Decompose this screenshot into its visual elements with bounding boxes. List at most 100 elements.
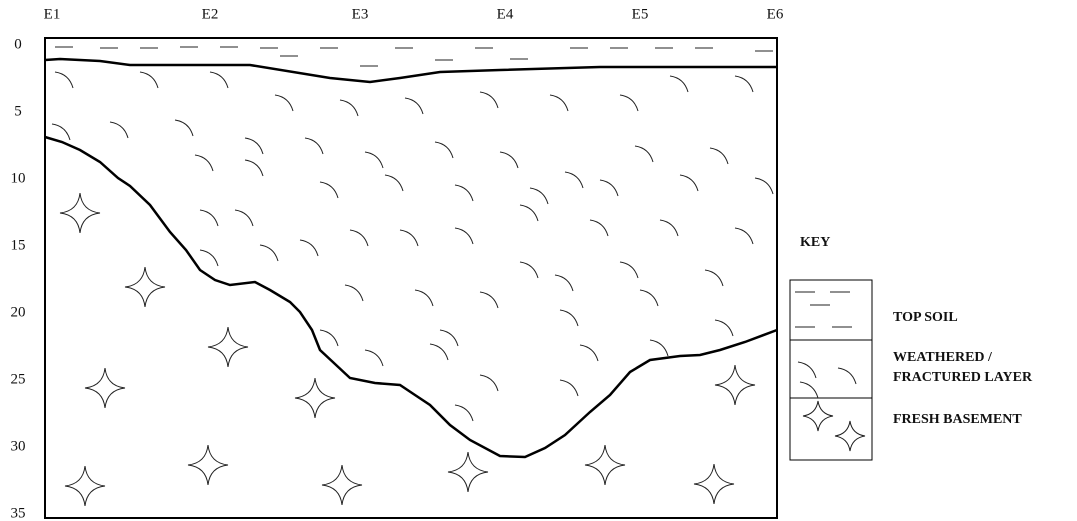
electrode-label: E6 bbox=[767, 6, 784, 22]
depth-label: 20 bbox=[11, 304, 26, 320]
basement-mark bbox=[85, 368, 125, 408]
weathered-mark bbox=[430, 344, 448, 360]
key-box bbox=[790, 280, 872, 460]
basement-mark bbox=[60, 193, 100, 233]
weathered-mark bbox=[590, 220, 608, 236]
weathered-mark bbox=[600, 180, 618, 196]
weathered-mark bbox=[735, 228, 753, 244]
weathered-mark bbox=[555, 275, 573, 291]
weathered-mark bbox=[620, 95, 638, 111]
weathered-mark bbox=[480, 92, 498, 108]
electrode-label: E5 bbox=[632, 6, 649, 22]
weathered-mark bbox=[365, 350, 383, 366]
weathered-mark bbox=[650, 340, 668, 356]
weathered-mark bbox=[385, 175, 403, 191]
depth-label: 15 bbox=[11, 237, 26, 253]
electrode-label: E2 bbox=[202, 6, 219, 22]
basement-mark bbox=[803, 401, 833, 431]
weathered-mark bbox=[705, 270, 723, 286]
weathered-mark bbox=[680, 175, 698, 191]
weathered-mark bbox=[838, 368, 856, 384]
weathered-mark bbox=[455, 185, 473, 201]
basement-mark bbox=[585, 445, 625, 485]
basement-mark bbox=[448, 452, 488, 492]
weathered-mark bbox=[500, 152, 518, 168]
basement-mark bbox=[65, 466, 105, 506]
key-label: TOP SOIL bbox=[893, 310, 958, 325]
weathered-mark bbox=[580, 345, 598, 361]
electrode-label: E4 bbox=[497, 6, 514, 22]
weathered-mark bbox=[195, 155, 213, 171]
basement-mark bbox=[322, 465, 362, 505]
basement-boundary bbox=[45, 137, 777, 457]
key: KEY TOP SOIL WEATHERED / FRACTURED LAYER… bbox=[790, 235, 1033, 460]
electrode-label: E3 bbox=[352, 6, 369, 22]
weathered-mark bbox=[800, 382, 818, 398]
weathered-mark bbox=[640, 290, 658, 306]
weathered-mark bbox=[520, 262, 538, 278]
depth-label: 25 bbox=[11, 371, 26, 387]
basement-mark bbox=[208, 327, 248, 367]
section-frame bbox=[45, 38, 777, 518]
weathered-mark bbox=[260, 245, 278, 261]
weathered-mark bbox=[52, 124, 70, 140]
weathered-mark bbox=[200, 210, 218, 226]
weathered-mark bbox=[320, 182, 338, 198]
section-diagram: KEY TOP SOIL WEATHERED / FRACTURED LAYER… bbox=[0, 0, 1077, 521]
key-title: KEY bbox=[800, 235, 830, 250]
key-label: WEATHERED / bbox=[893, 350, 993, 365]
weathered-mark bbox=[455, 228, 473, 244]
weathered-mark bbox=[400, 230, 418, 246]
weathered-mark bbox=[55, 72, 73, 88]
key-label: FRESH BASEMENT bbox=[893, 412, 1022, 427]
weathered-mark bbox=[710, 148, 728, 164]
basement-mark bbox=[295, 378, 335, 418]
weathered-mark bbox=[275, 95, 293, 111]
weathered-mark bbox=[635, 146, 653, 162]
key-label: FRACTURED LAYER bbox=[893, 370, 1033, 385]
weathered-mark bbox=[550, 95, 568, 111]
weathered-mark bbox=[365, 152, 383, 168]
weathered-mark bbox=[405, 98, 423, 114]
weathered-mark bbox=[560, 310, 578, 326]
weathered-mark bbox=[245, 160, 263, 176]
weathered-mark bbox=[455, 405, 473, 421]
weathered-mark bbox=[320, 330, 338, 346]
weathered-mark bbox=[560, 380, 578, 396]
weathered-mark bbox=[660, 220, 678, 236]
weathered-mark bbox=[435, 142, 453, 158]
weathered-mark bbox=[350, 230, 368, 246]
weathered-mark bbox=[305, 138, 323, 154]
weathered-mark bbox=[245, 138, 263, 154]
depth-label: 5 bbox=[14, 103, 22, 119]
weathered-mark bbox=[798, 362, 816, 378]
weathered-mark bbox=[300, 240, 318, 256]
weathered-mark bbox=[715, 320, 733, 336]
weathered-mark bbox=[670, 76, 688, 92]
weathered-mark bbox=[480, 375, 498, 391]
weathered-mark bbox=[735, 76, 753, 92]
topsoil-boundary bbox=[45, 59, 777, 82]
depth-label: 0 bbox=[14, 36, 22, 52]
basement-mark bbox=[188, 445, 228, 485]
basement-mark bbox=[694, 464, 734, 504]
weathered-mark bbox=[340, 100, 358, 116]
depth-label: 30 bbox=[11, 438, 26, 454]
electrode-label: E1 bbox=[44, 6, 61, 22]
weathered-mark bbox=[565, 172, 583, 188]
weathered-mark bbox=[210, 72, 228, 88]
weathered-mark bbox=[520, 205, 538, 221]
basement-mark bbox=[715, 365, 755, 405]
basement-mark bbox=[835, 421, 865, 451]
weathered-mark bbox=[345, 285, 363, 301]
weathered-mark bbox=[440, 330, 458, 346]
weathered-mark bbox=[110, 122, 128, 138]
weathered-mark bbox=[530, 188, 548, 204]
weathered-mark bbox=[200, 250, 218, 266]
weathered-mark bbox=[140, 72, 158, 88]
weathered-mark bbox=[175, 120, 193, 136]
basement-mark bbox=[125, 267, 165, 307]
depth-label: 10 bbox=[11, 170, 26, 186]
weathered-mark bbox=[755, 178, 773, 194]
weathered-mark bbox=[620, 262, 638, 278]
